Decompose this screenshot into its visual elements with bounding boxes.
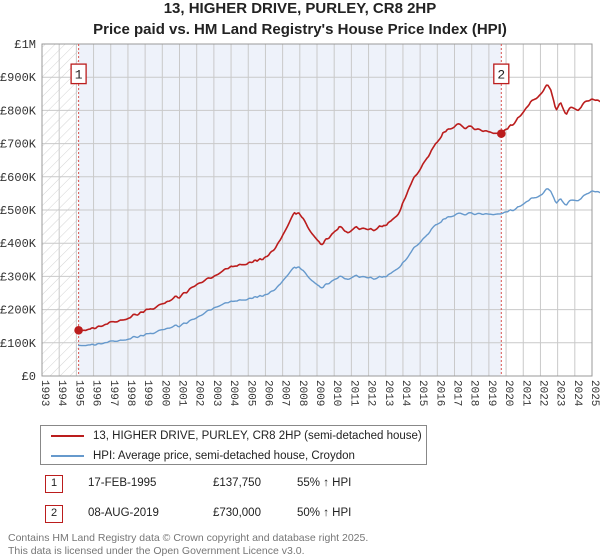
svg-text:2025: 2025: [588, 380, 600, 406]
svg-text:2019: 2019: [485, 380, 497, 406]
svg-text:2022: 2022: [536, 380, 548, 406]
svg-text:£400K: £400K: [0, 237, 37, 251]
svg-text:2011: 2011: [347, 380, 359, 407]
svg-text:£500K: £500K: [0, 204, 37, 218]
svg-text:£900K: £900K: [0, 71, 37, 85]
svg-text:2005: 2005: [244, 380, 256, 406]
svg-text:£800K: £800K: [0, 104, 37, 118]
svg-text:£1M: £1M: [14, 38, 36, 52]
svg-text:2014: 2014: [399, 380, 411, 407]
svg-text:£0: £0: [22, 370, 36, 384]
svg-text:£600K: £600K: [0, 171, 37, 185]
svg-text:2016: 2016: [433, 380, 445, 406]
svg-text:2007: 2007: [279, 380, 291, 406]
svg-text:2024: 2024: [571, 380, 583, 407]
svg-text:2021: 2021: [519, 380, 531, 407]
svg-text:£700K: £700K: [0, 138, 37, 152]
svg-text:2010: 2010: [330, 380, 342, 406]
svg-text:1996: 1996: [90, 380, 102, 406]
svg-text:2013: 2013: [382, 380, 394, 406]
svg-text:2017: 2017: [451, 380, 463, 406]
svg-text:1997: 1997: [107, 380, 119, 406]
svg-text:2000: 2000: [158, 380, 170, 406]
svg-text:2006: 2006: [261, 380, 273, 406]
svg-text:2: 2: [497, 67, 505, 82]
svg-text:1999: 1999: [141, 380, 153, 406]
svg-text:2003: 2003: [210, 380, 222, 406]
svg-text:2001: 2001: [176, 380, 188, 407]
svg-text:1993: 1993: [38, 380, 50, 406]
svg-text:2009: 2009: [313, 380, 325, 406]
svg-text:£300K: £300K: [0, 270, 37, 284]
svg-text:1998: 1998: [124, 380, 136, 406]
svg-text:1: 1: [75, 67, 83, 82]
svg-text:£200K: £200K: [0, 304, 37, 318]
svg-text:2023: 2023: [554, 380, 566, 406]
svg-text:£100K: £100K: [0, 337, 37, 351]
svg-text:2004: 2004: [227, 380, 239, 407]
svg-text:2015: 2015: [416, 380, 428, 406]
svg-text:1995: 1995: [72, 380, 84, 406]
svg-text:2012: 2012: [365, 380, 377, 406]
svg-text:2018: 2018: [468, 380, 480, 406]
svg-text:2002: 2002: [193, 380, 205, 406]
svg-text:2008: 2008: [296, 380, 308, 406]
svg-text:2020: 2020: [502, 380, 514, 406]
svg-text:1994: 1994: [55, 380, 67, 407]
